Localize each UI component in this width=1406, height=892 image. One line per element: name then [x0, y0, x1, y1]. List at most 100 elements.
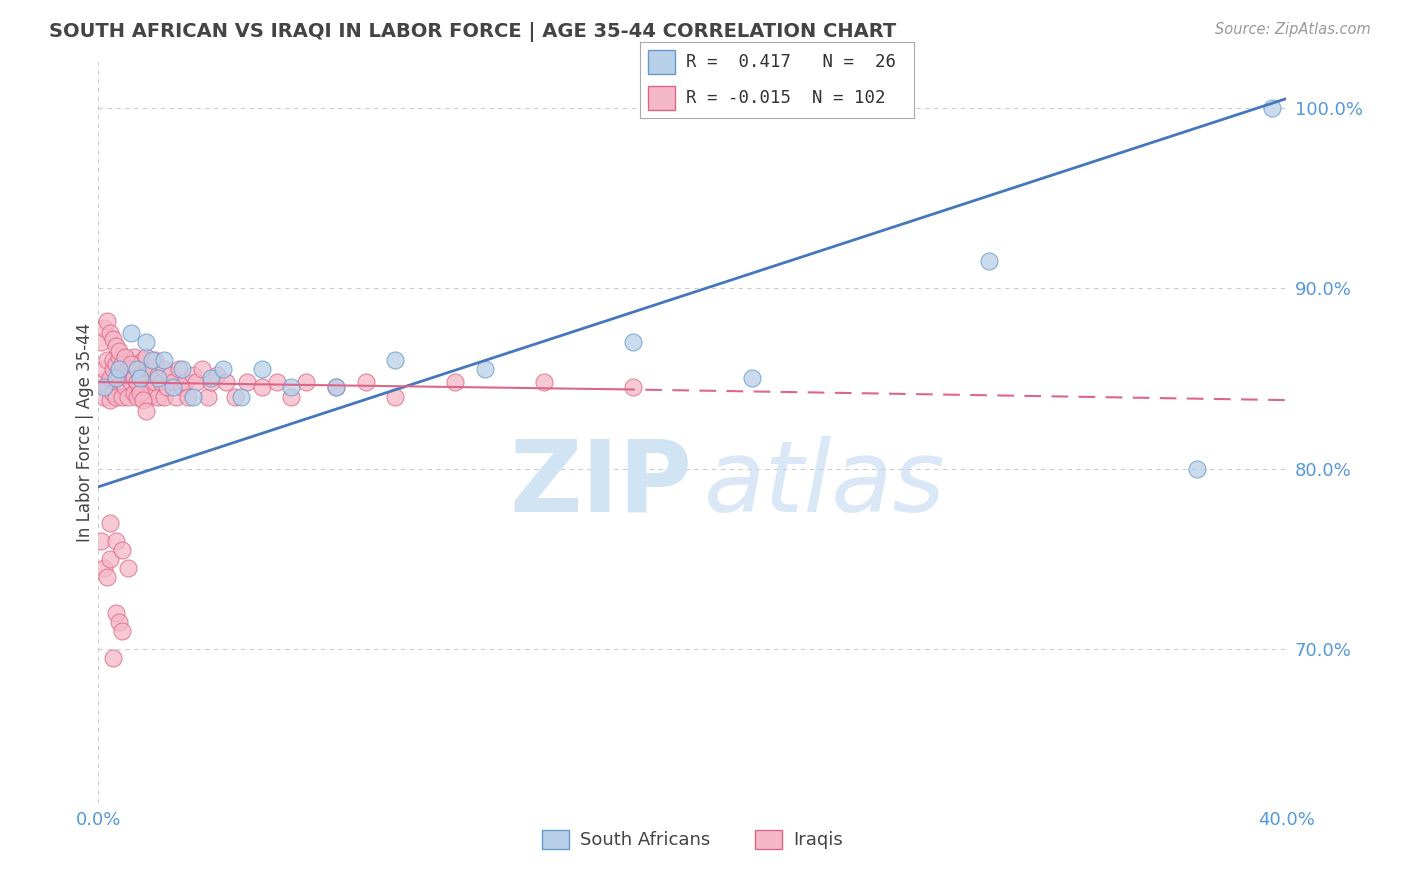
Point	[200, 375, 222, 389]
Point	[98, 393, 121, 408]
Point	[90, 335, 112, 350]
Point	[108, 615, 131, 630]
Point	[141, 353, 163, 368]
Point	[162, 380, 184, 394]
Point	[103, 362, 125, 376]
Point	[152, 362, 174, 376]
Point	[132, 393, 155, 408]
Point	[156, 380, 179, 394]
Point	[1187, 461, 1209, 475]
Point	[146, 371, 169, 385]
Point	[117, 390, 139, 404]
Point	[138, 375, 160, 389]
Point	[120, 357, 142, 371]
Point	[443, 375, 465, 389]
Point	[173, 375, 195, 389]
Point	[103, 385, 125, 400]
Point	[103, 651, 125, 665]
Point	[98, 371, 121, 385]
Point	[111, 375, 134, 389]
Point	[229, 390, 252, 404]
Point	[280, 380, 302, 394]
Point	[114, 350, 136, 364]
Point	[114, 362, 136, 376]
Point	[98, 326, 121, 341]
Point	[197, 390, 219, 404]
Point	[105, 357, 128, 371]
Point	[129, 362, 152, 376]
Point	[120, 375, 142, 389]
Point	[105, 606, 128, 620]
Point	[96, 570, 118, 584]
Text: Source: ZipAtlas.com: Source: ZipAtlas.com	[1215, 22, 1371, 37]
Point	[108, 344, 131, 359]
Point	[98, 516, 121, 530]
Point	[205, 368, 228, 382]
Point	[250, 380, 273, 394]
Point	[125, 362, 148, 376]
Point	[114, 380, 136, 394]
Point	[979, 254, 1001, 268]
Point	[212, 362, 235, 376]
Text: SOUTH AFRICAN VS IRAQI IN LABOR FORCE | AGE 35-44 CORRELATION CHART: SOUTH AFRICAN VS IRAQI IN LABOR FORCE | …	[49, 22, 897, 42]
Point	[125, 375, 148, 389]
Text: R = -0.015  N = 102: R = -0.015 N = 102	[686, 89, 886, 107]
Point	[474, 362, 496, 376]
Point	[122, 350, 145, 364]
Point	[103, 332, 125, 346]
Point	[117, 368, 139, 382]
Point	[280, 390, 302, 404]
Point	[117, 362, 139, 376]
Point	[191, 362, 214, 376]
Point	[105, 390, 128, 404]
Point	[122, 368, 145, 382]
Point	[143, 375, 166, 389]
Point	[354, 375, 377, 389]
Point	[93, 561, 115, 575]
Point	[117, 561, 139, 575]
Point	[108, 368, 131, 382]
Point	[215, 375, 238, 389]
Point	[741, 371, 763, 385]
Bar	[648, 86, 675, 111]
Point	[93, 380, 115, 394]
Point	[132, 353, 155, 368]
Point	[105, 533, 128, 548]
Point	[105, 371, 128, 385]
Legend: South Africans, Iraqis: South Africans, Iraqis	[534, 823, 851, 856]
Point	[120, 362, 142, 376]
Point	[250, 362, 273, 376]
Point	[135, 390, 157, 404]
Point	[162, 375, 184, 389]
Point	[384, 390, 406, 404]
Point	[135, 335, 157, 350]
Point	[384, 353, 406, 368]
Point	[105, 339, 128, 353]
Point	[90, 375, 112, 389]
Point	[183, 390, 205, 404]
Point	[141, 380, 163, 394]
Point	[170, 362, 193, 376]
Point	[152, 353, 174, 368]
Point	[105, 375, 128, 389]
Point	[135, 368, 157, 382]
Point	[93, 321, 115, 335]
Point	[125, 375, 148, 389]
Point	[122, 371, 145, 385]
Point	[152, 390, 174, 404]
Point	[149, 375, 172, 389]
Point	[120, 326, 142, 341]
Y-axis label: In Labor Force | Age 35-44: In Labor Force | Age 35-44	[76, 323, 94, 542]
Text: R =  0.417   N =  26: R = 0.417 N = 26	[686, 53, 897, 70]
Point	[93, 390, 115, 404]
Point	[111, 543, 134, 558]
Point	[621, 380, 644, 394]
Point	[108, 350, 131, 364]
Point	[165, 390, 187, 404]
Text: atlas: atlas	[704, 436, 946, 533]
Point	[141, 362, 163, 376]
Point	[143, 353, 166, 368]
Point	[108, 362, 131, 376]
Point	[1260, 101, 1282, 115]
Point	[533, 375, 555, 389]
